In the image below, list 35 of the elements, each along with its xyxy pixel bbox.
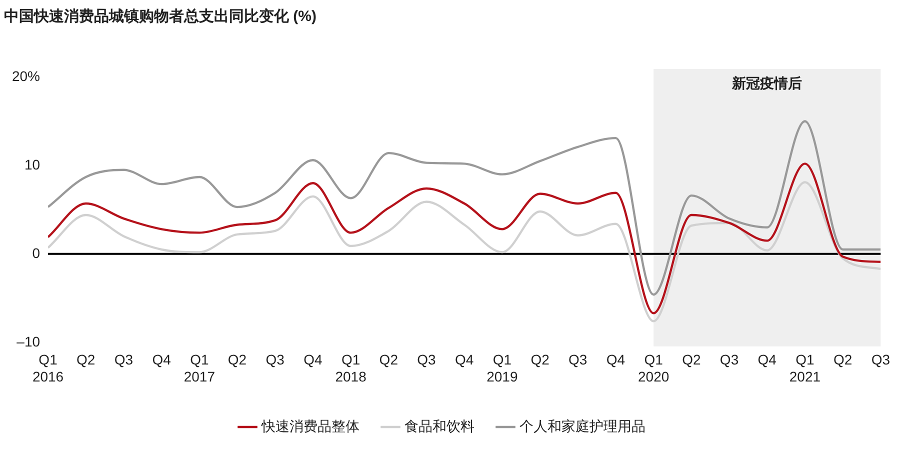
x-tick-label: Q1 2017 — [184, 352, 216, 384]
x-tick-label: Q2 — [76, 352, 96, 368]
x-tick-label: Q1 2016 — [32, 352, 64, 384]
x-tick-label: Q1 2019 — [486, 352, 518, 384]
legend-label: 食品和饮料 — [404, 418, 474, 434]
line-series — [48, 181, 881, 322]
x-tick-label: Q4 — [606, 352, 626, 368]
x-tick-label: Q1 2020 — [638, 352, 670, 384]
x-tick-label: Q2 — [833, 352, 852, 368]
x-tick-label: Q3 — [871, 352, 890, 368]
line-series — [48, 162, 881, 314]
x-tick-label: Q4 — [304, 352, 322, 368]
x-tick-label: Q4 — [758, 352, 777, 368]
x-tick-label: Q1 2021 — [789, 352, 821, 384]
x-tick-label: Q3 — [417, 352, 436, 368]
x-tick-label: Q1 2018 — [335, 352, 367, 384]
y-tick-label: –10 — [16, 333, 40, 350]
x-tick-label: Q2 — [228, 352, 247, 368]
x-tick-label: Q2 — [682, 352, 701, 368]
x-tick-label: Q2 — [379, 352, 398, 368]
y-tick-label: 20% — [12, 68, 40, 84]
x-tick-label: Q3 — [114, 352, 134, 368]
band-label: 新冠疫情后 — [731, 74, 802, 91]
x-tick-label: Q4 — [455, 352, 474, 368]
legend-label: 个人和家庭护理用品 — [520, 418, 646, 434]
x-tick-label: Q4 — [152, 352, 172, 368]
x-tick-label: Q3 — [568, 352, 588, 368]
line-series — [48, 120, 881, 296]
x-tick-label: Q3 — [720, 352, 739, 368]
chart-title: 中国快速消费品城镇购物者总支出同比变化 (%) — [4, 7, 316, 26]
x-tick-label: Q3 — [266, 352, 285, 368]
legend-label: 快速消费品整体 — [260, 418, 360, 434]
x-tick-label: Q2 — [530, 352, 550, 368]
y-tick-label: 0 — [32, 244, 40, 261]
y-tick-label: 10 — [24, 156, 40, 172]
